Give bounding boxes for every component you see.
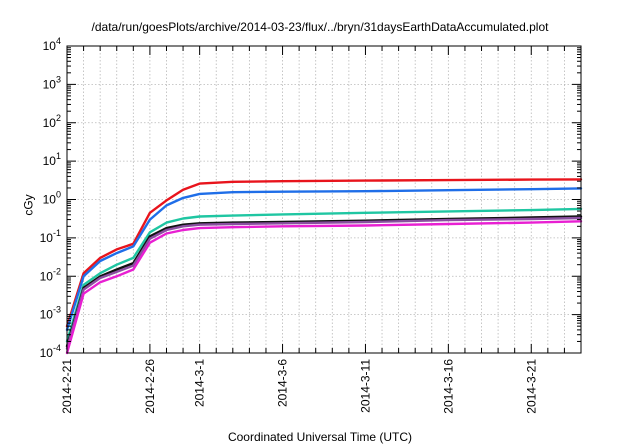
y-axis-label: cGy <box>21 194 36 216</box>
x-tick-label: 2014-3-21 <box>524 359 538 414</box>
y-tick-label: 10-4 <box>40 343 61 360</box>
x-axis-ticks: 2014-2-21 2014-2-26 2014-3-1 2014-3-6 2014-3… <box>60 46 582 414</box>
series-line-2 <box>65 187 583 332</box>
series-line-3 <box>65 207 583 343</box>
y-tick-label: 100 <box>43 190 61 207</box>
chart-title: /data/run/goesPlots/archive/2014-03-23/f… <box>91 20 549 34</box>
x-tick-label: 2014-3-6 <box>276 359 290 407</box>
y-tick-label: 104 <box>43 36 61 53</box>
x-axis-label: Coordinated Universal Time (UTC) <box>227 430 413 444</box>
x-tick-label: 2014-3-1 <box>193 359 207 407</box>
series-line-1 <box>65 178 583 328</box>
series-line-6 <box>65 220 583 355</box>
series-line-5 <box>65 216 583 350</box>
grid-lines <box>67 46 581 353</box>
x-tick-label: 2014-2-26 <box>143 359 157 414</box>
data-series <box>65 178 583 355</box>
x-tick-label: 2014-3-16 <box>441 359 455 414</box>
x-tick-label: 2014-3-11 <box>358 359 372 413</box>
y-tick-label: 10-3 <box>40 305 61 322</box>
y-axis-ticks: 10-4 10-3 10-2 10-1 100 101 102 103 104 <box>40 36 581 360</box>
y-tick-label: 10-2 <box>40 266 61 283</box>
x-tick-label: 2014-2-21 <box>60 359 74 414</box>
y-tick-label: 10-1 <box>40 228 61 245</box>
y-tick-label: 101 <box>43 151 61 168</box>
y-tick-label: 102 <box>43 113 61 130</box>
y-tick-label: 103 <box>43 74 61 91</box>
series-line-4 <box>65 215 583 348</box>
